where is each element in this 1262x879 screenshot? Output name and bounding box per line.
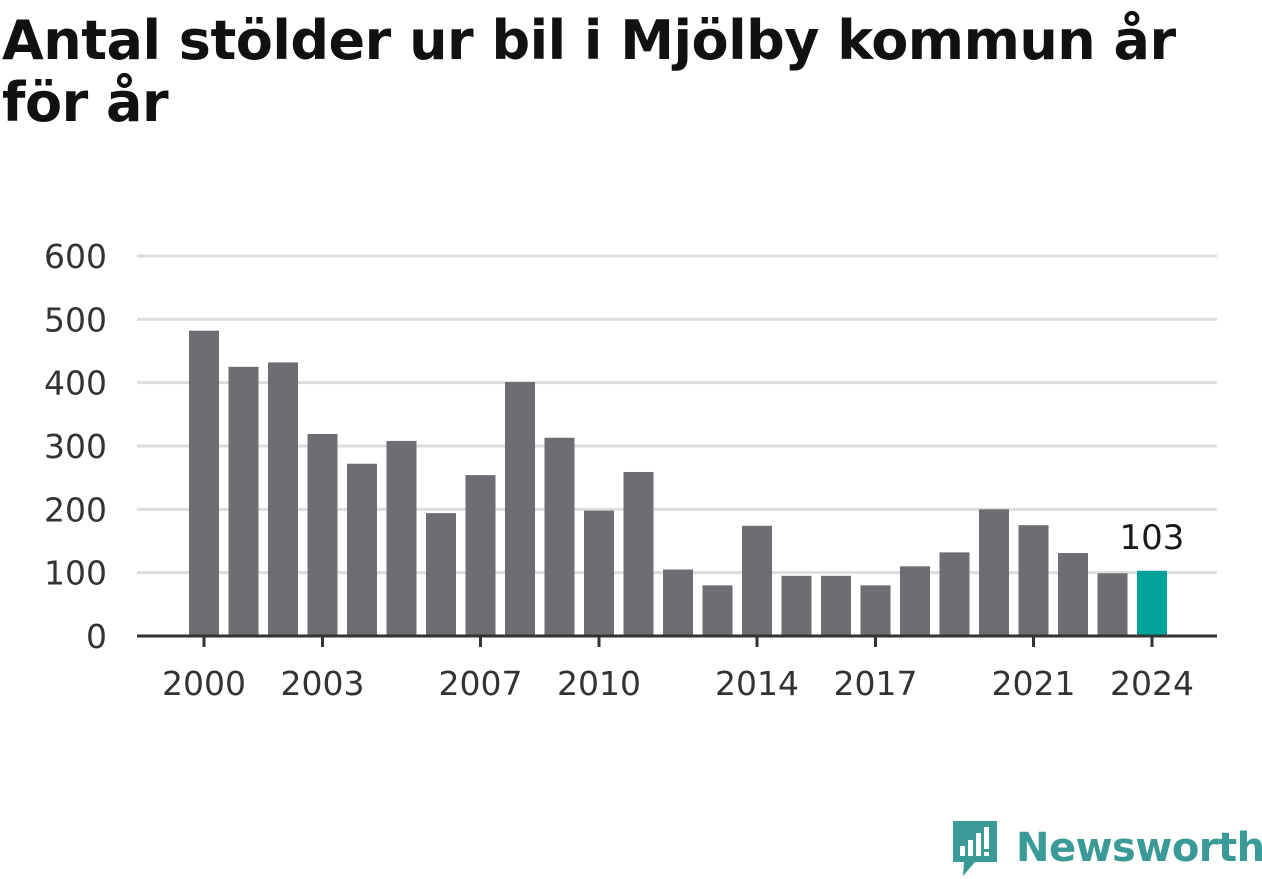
bar bbox=[623, 471, 654, 636]
x-tick-label: 2010 bbox=[557, 664, 641, 703]
bar bbox=[742, 525, 772, 636]
bar bbox=[821, 575, 851, 636]
bar bbox=[228, 366, 259, 636]
y-tick-label: 0 bbox=[86, 617, 107, 656]
brand-logo: Newsworthy bbox=[950, 818, 1262, 878]
bar bbox=[386, 440, 417, 636]
y-tick-label: 100 bbox=[44, 554, 107, 593]
x-tick-label: 2017 bbox=[834, 664, 918, 703]
bar bbox=[781, 575, 812, 636]
data-label: 103 bbox=[1120, 518, 1185, 558]
bar bbox=[426, 513, 456, 636]
y-tick-label: 300 bbox=[44, 427, 107, 466]
bar bbox=[1018, 525, 1049, 636]
bar bbox=[544, 437, 575, 636]
y-tick-label: 200 bbox=[44, 490, 107, 529]
bar bbox=[347, 463, 377, 636]
y-tick-label: 400 bbox=[44, 364, 107, 403]
bar bbox=[663, 569, 693, 636]
x-tick-label: 2003 bbox=[281, 664, 365, 703]
bar bbox=[1058, 553, 1088, 636]
bar bbox=[900, 566, 930, 636]
bar bbox=[584, 510, 614, 636]
brand-name: Newsworthy bbox=[1016, 825, 1262, 871]
bar bbox=[307, 433, 338, 636]
chart-title: Antal stölder ur bil i Mjölby kommun år … bbox=[2, 9, 1176, 134]
x-tick-label: 2024 bbox=[1110, 664, 1194, 703]
x-tick-label: 2007 bbox=[439, 664, 523, 703]
bar bbox=[860, 585, 891, 636]
y-tick-label: 500 bbox=[44, 300, 107, 339]
bar bbox=[465, 475, 496, 636]
bar bbox=[189, 330, 219, 636]
bar bbox=[1097, 573, 1128, 636]
bar bbox=[979, 509, 1009, 636]
bar bbox=[1137, 570, 1167, 636]
y-tick-label: 600 bbox=[44, 237, 107, 276]
x-tick-label: 2000 bbox=[162, 664, 246, 703]
bar bbox=[702, 585, 733, 636]
newsworthy-logo-icon bbox=[953, 821, 997, 876]
bar bbox=[505, 382, 535, 636]
bar bbox=[268, 362, 298, 636]
bar bbox=[939, 552, 970, 636]
x-tick-label: 2014 bbox=[715, 664, 799, 703]
x-tick-label: 2021 bbox=[992, 664, 1076, 703]
